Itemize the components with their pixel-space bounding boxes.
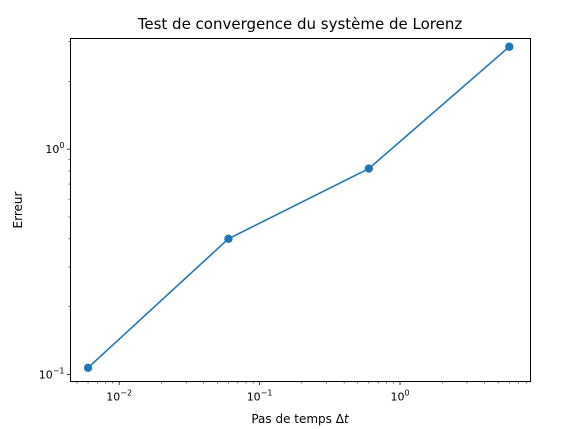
data-point <box>364 164 374 173</box>
chart-title: Test de convergence du système de Lorenz <box>137 15 463 33</box>
plot-frame <box>70 38 531 382</box>
x-axis-label-variable: t <box>344 412 350 426</box>
y-axis-label: Erreur <box>11 191 25 228</box>
y-axis-ticks: 10−1 100 <box>39 141 71 381</box>
minor-ticks <box>68 41 528 384</box>
x-axis-label: Pas de temps Δt <box>251 412 350 426</box>
x-tick-label: 10−1 <box>247 389 273 404</box>
x-axis-label-text: Pas de temps Δ <box>251 412 344 426</box>
y-tick-label: 100 <box>45 141 64 156</box>
x-tick-label: 100 <box>390 389 409 404</box>
series-line <box>87 46 510 369</box>
x-axis-ticks: 10−2 10−1 100 <box>106 381 410 404</box>
data-point <box>505 42 514 51</box>
series-layer <box>83 42 514 372</box>
data-point <box>83 363 93 372</box>
data-point <box>224 234 233 243</box>
y-tick-label: 10−1 <box>39 366 65 381</box>
x-tick-label: 10−2 <box>106 389 132 404</box>
